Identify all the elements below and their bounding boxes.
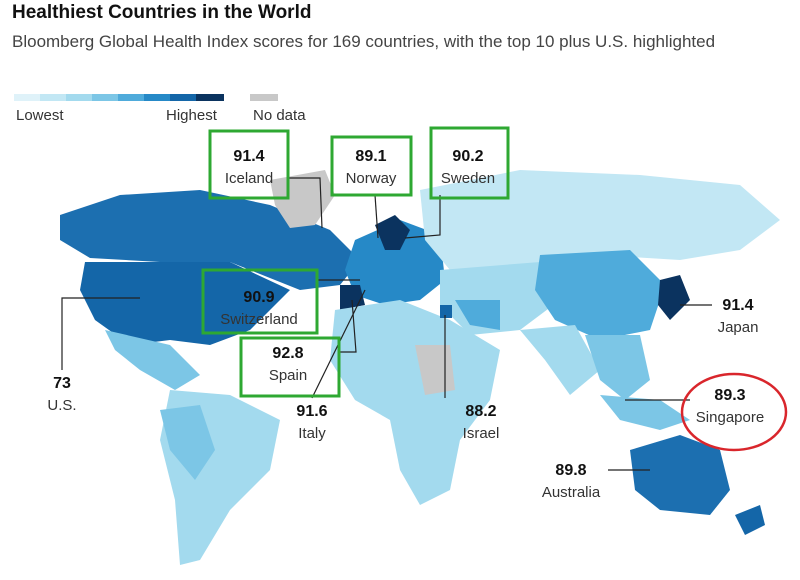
label-country: Japan bbox=[718, 319, 759, 336]
title: Healthiest Countries in the World bbox=[12, 2, 312, 23]
label-score: 89.3 bbox=[714, 387, 745, 404]
legend-no-data: No data bbox=[253, 107, 306, 124]
label-score: 91.4 bbox=[722, 297, 753, 314]
label-country: U.S. bbox=[47, 397, 76, 414]
label-score: 88.2 bbox=[465, 403, 496, 420]
label-score: 89.1 bbox=[355, 148, 386, 165]
legend-swatches bbox=[14, 94, 278, 101]
legend-lowest: Lowest bbox=[16, 107, 64, 124]
label-score: 73 bbox=[53, 375, 71, 392]
landmasses bbox=[60, 170, 780, 565]
label-country: Singapore bbox=[696, 409, 764, 426]
label-score: 90.9 bbox=[243, 289, 274, 306]
label-country: Iceland bbox=[225, 170, 273, 187]
label-score: 92.8 bbox=[272, 345, 303, 362]
highlights bbox=[201, 126, 788, 452]
label-score: 91.6 bbox=[296, 403, 327, 420]
label-country: Italy bbox=[298, 425, 326, 442]
subtitle: Bloomberg Global Health Index scores for… bbox=[12, 32, 716, 51]
label-country: Norway bbox=[346, 170, 397, 187]
legend-highest: Highest bbox=[166, 107, 218, 124]
label-country: Israel bbox=[463, 425, 500, 442]
label-country: Switzerland bbox=[220, 311, 298, 328]
label-score: 91.4 bbox=[233, 148, 264, 165]
label-country: Sweden bbox=[441, 170, 495, 187]
country-labels: 91.4 Iceland 89.1 Norway 90.2 Sweden 90.9 Switz… bbox=[47, 148, 764, 501]
label-country: Spain bbox=[269, 367, 307, 384]
label-country: Australia bbox=[542, 484, 601, 501]
label-score: 89.8 bbox=[555, 462, 586, 479]
label-score: 90.2 bbox=[452, 148, 483, 165]
